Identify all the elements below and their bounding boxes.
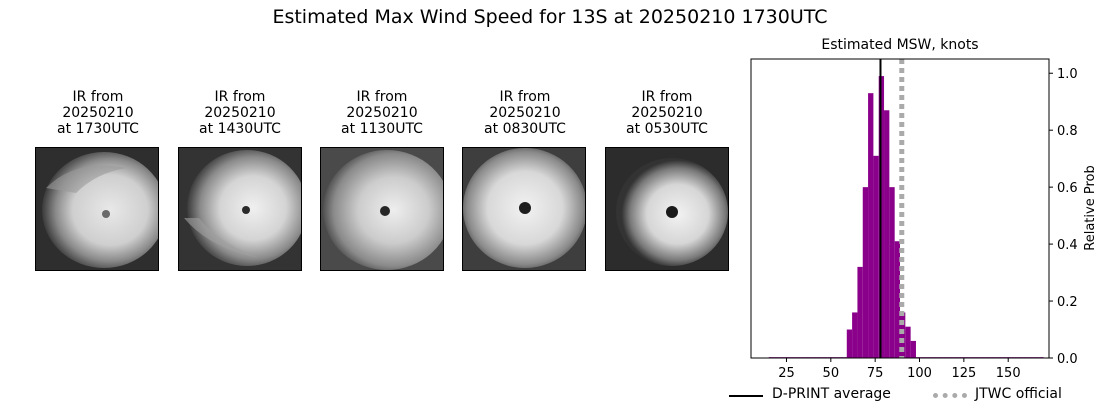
histogram-bar-28 [910, 340, 916, 358]
y-tick-label-0.4: 0.4 [1057, 238, 1078, 253]
reference-lines-layer [879, 59, 905, 358]
histogram-bar-25 [894, 241, 900, 358]
thumbnail-label-2: IR from 20250210 at 1430UTC [199, 89, 281, 137]
y-axis-label: Relative Prob [1083, 165, 1098, 250]
y-ticks-layer: 0.0 0.2 0.4 0.6 0.8 1.0 [1049, 67, 1078, 367]
x-tick-label-100: 100 [907, 366, 932, 381]
x-tick-label-75: 75 [867, 366, 884, 381]
thumbnail-label-1: IR from 20250210 at 1730UTC [57, 89, 139, 137]
legend-swatch-jtwc [933, 393, 967, 398]
chart-title: Estimated MSW, knots [821, 37, 979, 53]
histogram-bar-21 [873, 155, 879, 358]
x-tick-label-25: 25 [778, 366, 795, 381]
bars-layer [768, 76, 1044, 359]
thumbnail-label-5: IR from 20250210 at 0530UTC [626, 89, 708, 137]
ir-satellite-image-2 [178, 147, 302, 271]
histogram-bar-18 [857, 266, 863, 358]
ir-satellite-image-1 [35, 147, 159, 271]
figure-title: Estimated Max Wind Speed for 13S at 2025… [272, 6, 828, 28]
histogram-bar-17 [852, 312, 858, 358]
ir-satellite-image-3 [320, 147, 444, 271]
y-tick-label-0.6: 0.6 [1057, 181, 1078, 196]
x-tick-label-50: 50 [823, 366, 840, 381]
y-tick-label-0.2: 0.2 [1057, 295, 1078, 310]
y-tick-label-0.8: 0.8 [1057, 124, 1078, 139]
histogram-bar-23 [884, 110, 890, 358]
thumbnail-label-3: IR from 20250210 at 1130UTC [341, 89, 423, 137]
histogram-bar-26 [900, 312, 906, 358]
thumbnail-label-4: IR from 20250210 at 0830UTC [484, 89, 566, 137]
legend-swatch-dprint [729, 395, 763, 397]
plot-frame [750, 58, 1050, 359]
x-ticks-layer: 25 50 75 100 125 150 [778, 358, 1021, 381]
histogram-bar-16 [846, 329, 853, 358]
y-tick-label-1.0: 1.0 [1057, 67, 1078, 82]
legend-label-jtwc: JTWC official [975, 386, 1062, 402]
x-tick-label-125: 125 [951, 366, 976, 381]
legend-label-dprint: D-PRINT average [772, 386, 891, 402]
ir-satellite-image-5 [605, 147, 729, 271]
histogram-bar-27 [905, 326, 911, 358]
histogram-bar-19 [862, 187, 869, 358]
x-tick-label-150: 150 [996, 366, 1021, 381]
y-tick-label-0.0: 0.0 [1057, 352, 1078, 367]
histogram-bar-20 [868, 93, 874, 359]
ir-satellite-image-4 [462, 147, 586, 271]
histogram-bar-24 [889, 187, 895, 358]
